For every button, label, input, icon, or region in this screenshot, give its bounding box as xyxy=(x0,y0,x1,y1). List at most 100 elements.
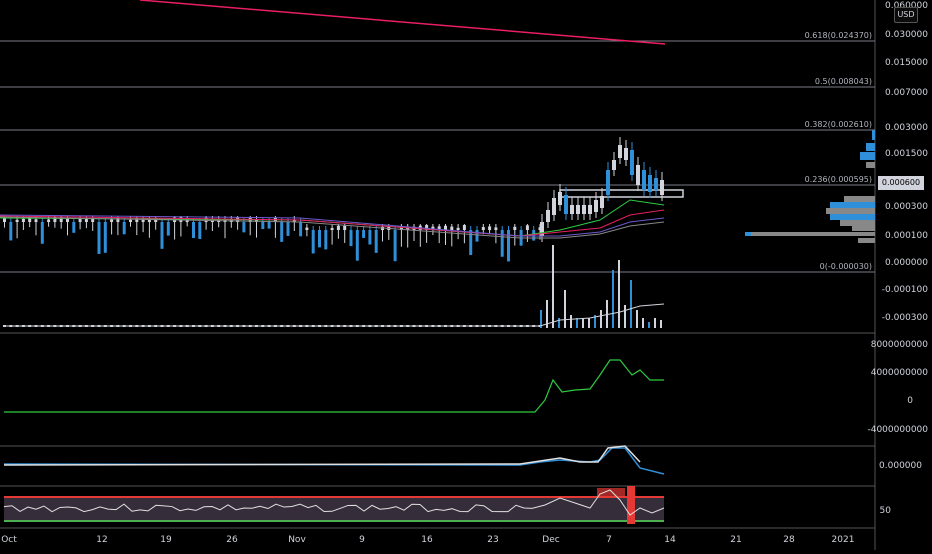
volume-bar xyxy=(546,300,548,328)
candle xyxy=(494,227,498,230)
time-tick: 2021 xyxy=(832,535,855,545)
candle xyxy=(582,205,586,214)
price-tick: 0.060000 xyxy=(885,1,928,11)
price-tick: 0.007000 xyxy=(885,88,928,98)
volume-bar xyxy=(564,290,566,328)
candle xyxy=(34,219,38,222)
candle xyxy=(546,210,550,222)
time-tick: 26 xyxy=(226,535,238,545)
candle xyxy=(630,150,634,175)
candle xyxy=(267,222,271,229)
volume-bar xyxy=(660,320,662,328)
price-tick: 0.000100 xyxy=(885,231,928,241)
candle xyxy=(500,230,504,257)
volume-bar xyxy=(588,318,590,328)
time-axis[interactable]: Oct 12 19 26 Nov 9 16 23 Dec 7 14 21 28 … xyxy=(1,535,854,545)
time-tick: Nov xyxy=(288,535,306,545)
time-tick: 19 xyxy=(160,535,172,545)
fib-label-0618: 0.618(0.024370) xyxy=(805,31,872,40)
ma-purple xyxy=(0,214,665,237)
volume-bar xyxy=(570,315,572,328)
time-tick: 16 xyxy=(421,535,433,545)
indicator-tick: 4000000000 xyxy=(871,368,929,378)
time-tick: 21 xyxy=(730,535,741,545)
candle xyxy=(475,230,479,242)
candle xyxy=(242,222,246,233)
candle xyxy=(558,192,562,205)
candle xyxy=(425,225,429,230)
candle xyxy=(330,227,334,230)
volume-bar xyxy=(582,318,584,328)
candle xyxy=(66,218,69,222)
candle xyxy=(336,225,340,230)
currency-button[interactable]: USD xyxy=(894,7,918,23)
candle xyxy=(362,230,366,238)
candle xyxy=(229,218,233,222)
candle xyxy=(21,218,25,222)
candle xyxy=(160,222,164,249)
candle xyxy=(540,222,544,236)
fib-label-0236: 0.236(0.000595) xyxy=(805,175,872,184)
time-tick: Dec xyxy=(542,535,559,545)
candle xyxy=(255,219,258,222)
candle xyxy=(450,226,454,230)
volume-bar xyxy=(576,318,578,328)
candle xyxy=(91,218,95,222)
price-tick: 0.015000 xyxy=(885,58,928,68)
candle xyxy=(606,170,610,195)
indicator-tick: 8000000000 xyxy=(871,340,929,350)
time-tick: 23 xyxy=(487,535,498,545)
candle xyxy=(564,195,568,214)
volume-bar xyxy=(540,310,542,328)
price-tick: -0.000100 xyxy=(882,285,928,295)
candle xyxy=(299,222,303,237)
indicator-tick: 0 xyxy=(907,396,913,406)
fib-label-0382: 0.382(0.002610) xyxy=(805,120,872,129)
candle xyxy=(103,222,107,253)
indicator-white-line xyxy=(3,445,641,466)
volume-bar xyxy=(606,300,608,328)
candle xyxy=(525,225,529,230)
trend-line[interactable] xyxy=(139,0,666,45)
candle xyxy=(324,230,328,250)
candle xyxy=(53,217,57,222)
ma-pink xyxy=(0,209,665,237)
candle xyxy=(343,225,347,230)
candle xyxy=(513,226,517,230)
candle xyxy=(261,222,265,230)
price-tick: 0.030000 xyxy=(885,30,928,40)
candle xyxy=(437,226,441,230)
price-tick: 0.000300 xyxy=(885,202,928,212)
candle xyxy=(72,222,76,233)
volume-bar xyxy=(612,270,614,328)
candle xyxy=(654,178,658,190)
candle xyxy=(47,219,51,222)
candle xyxy=(141,219,145,222)
volume-profile xyxy=(745,130,875,243)
indicator-tick: 0.000000 xyxy=(879,461,922,471)
candle xyxy=(393,230,397,262)
candle xyxy=(642,170,646,190)
candle xyxy=(280,222,284,242)
time-tick: 28 xyxy=(783,535,795,545)
candle xyxy=(507,230,510,262)
candle xyxy=(444,225,447,230)
indicator-blue-line xyxy=(3,447,665,475)
price-tick: 0.001500 xyxy=(885,149,928,159)
selection-box[interactable] xyxy=(559,189,684,198)
candle xyxy=(355,230,359,261)
candle xyxy=(147,218,151,222)
candles xyxy=(3,137,664,262)
candle xyxy=(198,222,202,240)
candle xyxy=(166,222,170,236)
candle xyxy=(532,230,536,241)
candle xyxy=(129,219,132,222)
candle xyxy=(399,226,403,230)
candle xyxy=(481,227,485,230)
candle xyxy=(78,218,82,222)
volume-ma xyxy=(3,303,665,327)
candle xyxy=(292,219,296,222)
price-axis[interactable]: 0.060000 0.030000 0.015000 0.007000 0.00… xyxy=(867,1,928,516)
